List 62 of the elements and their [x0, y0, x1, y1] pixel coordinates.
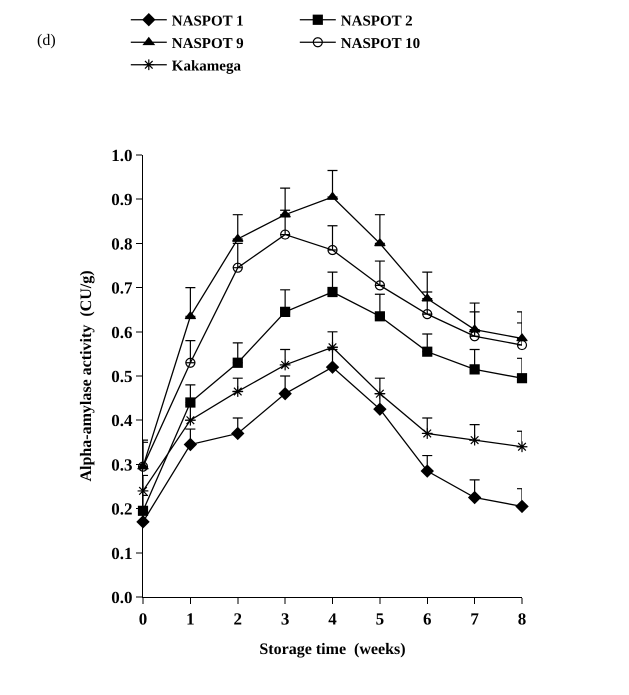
point: [374, 311, 385, 322]
legend-label: NASPOT 9: [172, 36, 244, 52]
x-tick-label: 3: [280, 610, 290, 628]
x-axis-title: Storage time (weeks): [259, 641, 406, 658]
x-tick-label: 5: [376, 610, 384, 628]
point: [516, 500, 528, 513]
point: [422, 346, 432, 357]
legend-label: NASPOT 1: [172, 14, 244, 30]
point: [326, 360, 339, 374]
x-tick-label: 2: [234, 610, 242, 628]
point: [516, 440, 528, 453]
point: [278, 387, 292, 400]
y-tick-label: 0.5: [111, 366, 132, 386]
point: [280, 306, 290, 318]
point: [184, 311, 196, 320]
y-tick-label: 0.3: [111, 455, 132, 474]
point: [232, 262, 243, 273]
y-tick-label: 0.8: [111, 234, 132, 254]
x-tick-label: 4: [328, 610, 338, 628]
x-tick-label: 7: [470, 610, 480, 628]
point: [374, 280, 385, 290]
point: [232, 385, 244, 398]
point: [279, 358, 292, 371]
point: [468, 491, 482, 504]
point: [516, 340, 528, 350]
y-tick-label: 1.0: [111, 146, 132, 165]
point: [185, 358, 196, 368]
x-tick-label: 8: [518, 610, 526, 628]
legend-label: NASPOT 2: [340, 14, 413, 30]
point: [422, 309, 432, 320]
point: [327, 286, 338, 298]
point: [421, 427, 434, 440]
point: [470, 364, 480, 374]
y-axis-title: Alpha-amylase activity (CU/g): [78, 270, 96, 482]
point: [232, 358, 243, 368]
x-tick-label: 6: [423, 610, 432, 628]
point: [327, 244, 338, 256]
y-tick-label: 0.7: [111, 278, 133, 298]
point: [516, 373, 528, 384]
legend-label: Kakamega: [172, 58, 242, 75]
point: [231, 427, 244, 440]
point: [374, 238, 386, 246]
point: [138, 462, 148, 472]
y-tick-label: 0.9: [111, 190, 132, 210]
point: [420, 464, 434, 478]
point: [280, 229, 290, 240]
point: [326, 192, 338, 200]
point: [184, 438, 197, 451]
point: [470, 331, 480, 342]
y-tick-label: 0.1: [111, 544, 132, 563]
point: [468, 434, 481, 446]
point: [374, 388, 386, 400]
legend-label: NASPOT 10: [340, 36, 420, 52]
point: [184, 414, 196, 426]
y-tick-label: 0.2: [111, 500, 132, 519]
x-tick-label: 1: [186, 610, 195, 628]
x-tick-label: 0: [138, 610, 148, 628]
y-tick-label: 0.6: [111, 322, 132, 342]
point: [373, 402, 386, 416]
y-tick-label: 0.4: [111, 411, 133, 430]
y-tick-label: 0.0: [111, 588, 132, 607]
text: (d): [37, 32, 56, 49]
